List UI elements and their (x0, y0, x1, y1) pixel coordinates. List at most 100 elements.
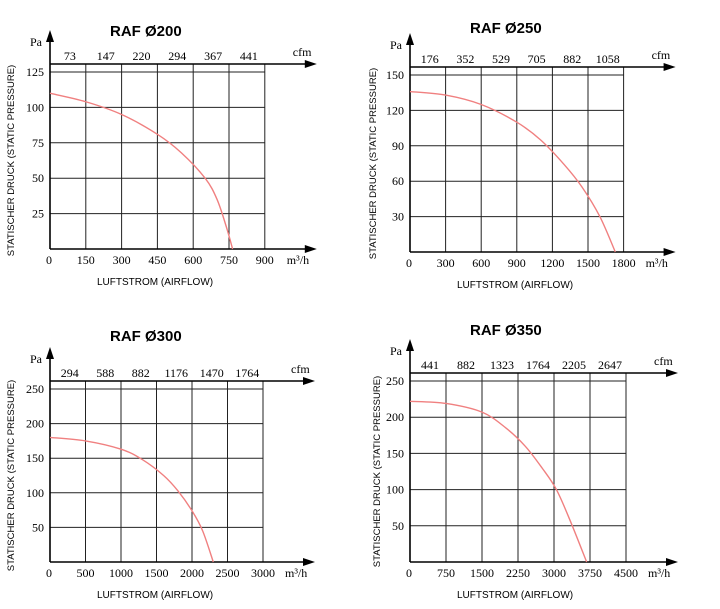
top-tick-label: 441 (421, 358, 439, 372)
x-tick-label: 150 (77, 253, 95, 267)
y-axis-arrow-icon (46, 347, 54, 359)
top-tick-label: 2205 (562, 358, 586, 372)
top-unit-label: cfm (654, 354, 673, 368)
x-tick-label: 500 (77, 566, 95, 580)
top-tick-label: 1470 (200, 366, 224, 380)
x-tick-label: 1800 (612, 256, 636, 270)
top-tick-label: 147 (97, 49, 115, 63)
x-tick-label: 1500 (576, 256, 600, 270)
top-tick-label: 1323 (490, 358, 514, 372)
top-tick-label: 294 (168, 49, 186, 63)
x-tick-label: 1500 (470, 566, 494, 580)
x-axis-title: LUFTSTROM (AIRFLOW) (97, 277, 213, 288)
x-tick-label: 3750 (578, 566, 602, 580)
chart-4: RAF Ø350 Pa m³/h cfm 0 750 1500 2250 3000 3750 450… (372, 322, 678, 601)
x-unit-label: m³/h (287, 253, 309, 267)
x-tick-label: 750 (220, 253, 238, 267)
top-tick-label: 1176 (164, 366, 188, 380)
origin-label: 0 (406, 566, 412, 580)
top-tick-label: 2647 (598, 358, 622, 372)
y-tick-label: 125 (26, 65, 44, 79)
top-tick-label: 882 (457, 358, 475, 372)
y-tick-label: 100 (26, 486, 44, 500)
x-axis-arrow-icon (303, 558, 315, 566)
x-tick-label: 2500 (216, 566, 240, 580)
x-unit-label: m³/h (646, 256, 668, 270)
y-tick-label: 200 (386, 410, 404, 424)
grid (410, 373, 627, 562)
chart-title: RAF Ø350 (470, 322, 542, 339)
x-axis-title: LUFTSTROM (AIRFLOW) (457, 590, 573, 601)
x-tick-label: 300 (113, 253, 131, 267)
series-curve (409, 90, 616, 253)
top-tick-label: 367 (204, 49, 222, 63)
top-tick-label: 1764 (526, 358, 550, 372)
x-tick-label: 750 (437, 566, 455, 580)
x-axis-arrow-icon (663, 248, 676, 256)
x-tick-label: 3000 (251, 566, 275, 580)
x-tick-label: 900 (508, 256, 526, 270)
x-tick-label: 600 (472, 256, 490, 270)
series-curve (49, 92, 234, 250)
top-unit-label: cfm (293, 45, 312, 59)
top-tick-label: 294 (61, 366, 79, 380)
x-tick-label: 1200 (540, 256, 564, 270)
grid (410, 67, 625, 252)
y-tick-label: 25 (32, 207, 44, 221)
x-tick-label: 2000 (180, 566, 204, 580)
top-axis-arrow-icon (304, 60, 317, 68)
y-tick-label: 250 (26, 382, 44, 396)
top-tick-label: 529 (492, 52, 510, 66)
y-axis-arrow-icon (406, 339, 414, 351)
x-axis-title: LUFTSTROM (AIRFLOW) (457, 280, 573, 291)
top-tick-label: 1058 (596, 52, 620, 66)
y-tick-label: 120 (386, 103, 404, 117)
y-tick-label: 150 (386, 446, 404, 460)
top-unit-label: cfm (652, 48, 671, 62)
grid (50, 64, 266, 249)
chart-title: RAF Ø200 (110, 23, 182, 40)
x-tick-label: 4500 (614, 566, 638, 580)
y-axis-title: STATISCHER DRUCK (STATIC PRESSURE) (6, 380, 17, 571)
y-tick-label: 30 (392, 210, 404, 224)
top-tick-label: 441 (240, 49, 258, 63)
y-tick-label: 75 (32, 136, 44, 150)
y-axis-title: STATISCHER DRUCK (STATIC PRESSURE) (6, 65, 17, 256)
y-tick-label: 150 (386, 68, 404, 82)
top-tick-label: 73 (64, 49, 76, 63)
y-tick-label: 50 (32, 520, 44, 534)
x-tick-label: 450 (148, 253, 166, 267)
top-tick-label: 882 (563, 52, 581, 66)
y-tick-label: 200 (26, 417, 44, 431)
x-tick-label: 300 (437, 256, 455, 270)
x-tick-label: 1500 (145, 566, 169, 580)
y-axis-arrow-icon (406, 33, 414, 45)
x-tick-label: 1000 (109, 566, 133, 580)
x-axis-arrow-icon (666, 558, 678, 566)
y-tick-label: 50 (32, 171, 44, 185)
y-unit-label: Pa (30, 352, 43, 366)
top-tick-label: 588 (96, 366, 114, 380)
origin-label: 0 (406, 256, 412, 270)
y-axis-arrow-icon (46, 30, 54, 42)
top-tick-label: 176 (421, 52, 439, 66)
x-tick-label: 3000 (542, 566, 566, 580)
x-tick-label: 900 (256, 253, 274, 267)
origin-label: 0 (46, 566, 52, 580)
y-axis-title: STATISCHER DRUCK (STATIC PRESSURE) (372, 376, 383, 567)
x-tick-label: 600 (184, 253, 202, 267)
y-unit-label: Pa (30, 35, 43, 49)
y-axis-title: STATISCHER DRUCK (STATIC PRESSURE) (368, 68, 379, 259)
top-unit-label: cfm (291, 362, 310, 376)
top-tick-label: 882 (132, 366, 150, 380)
grid (50, 381, 264, 562)
top-tick-label: 705 (528, 52, 546, 66)
y-tick-label: 150 (26, 451, 44, 465)
x-tick-label: 2250 (506, 566, 530, 580)
top-axis-arrow-icon (663, 63, 676, 71)
y-unit-label: Pa (390, 38, 403, 52)
top-tick-label: 1764 (235, 366, 259, 380)
top-tick-label: 220 (133, 49, 151, 63)
y-tick-label: 50 (392, 519, 404, 533)
y-tick-label: 60 (392, 174, 404, 188)
